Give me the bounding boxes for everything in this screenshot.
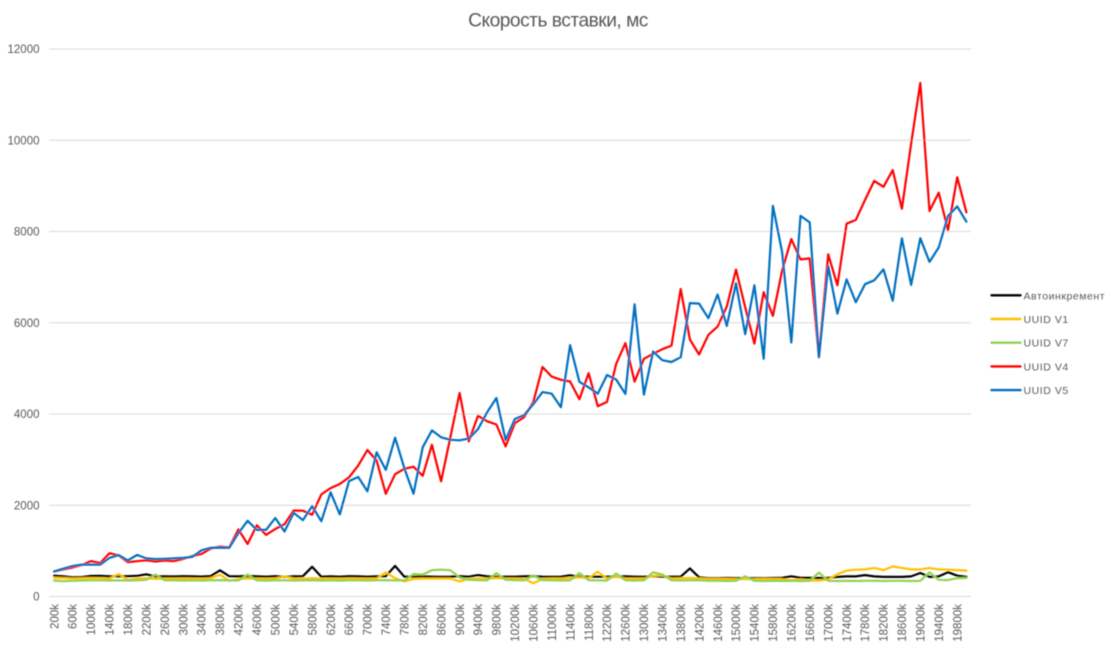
svg-text:14200k: 14200k [694,604,706,642]
svg-text:3800k: 3800k [215,604,227,636]
svg-text:10000: 10000 [8,135,40,147]
svg-text:15400k: 15400k [750,604,762,642]
svg-text:2600k: 2600k [160,604,172,636]
svg-text:UUID V1: UUID V1 [1024,314,1069,326]
svg-text:7000k: 7000k [363,604,375,636]
svg-text:15800k: 15800k [768,604,780,642]
svg-text:5000k: 5000k [271,604,283,636]
svg-text:11000k: 11000k [547,604,559,641]
svg-text:3000k: 3000k [178,604,190,636]
svg-text:13400k: 13400k [658,604,670,642]
svg-text:16600k: 16600k [805,604,817,642]
svg-text:200k: 200k [49,604,61,629]
svg-text:17800k: 17800k [860,604,872,642]
svg-text:3400k: 3400k [197,604,209,636]
svg-text:0: 0 [33,592,39,604]
svg-text:13800k: 13800k [676,604,688,642]
svg-text:5400k: 5400k [289,604,301,636]
svg-text:Автоинкремент: Автоинкремент [1024,290,1106,302]
svg-text:9400k: 9400k [473,604,485,636]
svg-text:19400k: 19400k [934,604,946,642]
svg-text:4200k: 4200k [234,604,246,636]
svg-text:10200k: 10200k [510,604,522,642]
svg-text:17400k: 17400k [842,604,854,642]
svg-text:17000k: 17000k [823,604,835,642]
svg-text:6000: 6000 [14,318,40,330]
svg-text:12600k: 12600k [621,604,633,642]
svg-text:8600k: 8600k [436,604,448,636]
svg-text:6200k: 6200k [326,604,338,636]
svg-text:UUID V4: UUID V4 [1024,361,1069,373]
svg-text:12000: 12000 [8,44,40,56]
svg-text:14600k: 14600k [713,604,725,642]
svg-text:19800k: 19800k [952,604,964,642]
svg-text:600k: 600k [68,604,80,629]
svg-text:13000k: 13000k [639,604,651,642]
svg-text:Скорость вставки, мс: Скорость вставки, мс [468,11,649,32]
svg-text:9800k: 9800k [492,604,504,636]
svg-text:9000k: 9000k [455,604,467,636]
svg-text:1400k: 1400k [105,604,117,636]
svg-text:10600k: 10600k [529,604,541,642]
svg-text:8200k: 8200k [418,604,430,636]
svg-text:7800k: 7800k [400,604,412,636]
svg-text:1800k: 1800k [123,604,135,636]
svg-text:11800k: 11800k [584,604,596,641]
svg-text:4000: 4000 [14,409,40,421]
svg-text:15000k: 15000k [731,604,743,642]
svg-text:19000k: 19000k [916,604,928,642]
svg-text:7400k: 7400k [381,604,393,636]
svg-text:12200k: 12200k [602,604,614,642]
svg-text:UUID V5: UUID V5 [1024,385,1069,397]
svg-text:6600k: 6600k [344,604,356,636]
svg-text:16200k: 16200k [787,604,799,642]
svg-text:8000: 8000 [14,227,40,239]
svg-text:4600k: 4600k [252,604,264,636]
svg-text:18200k: 18200k [879,604,891,642]
svg-text:2200k: 2200k [141,604,153,636]
svg-text:11400k: 11400k [565,604,577,641]
svg-text:5800k: 5800k [307,604,319,636]
svg-text:18600k: 18600k [897,604,909,642]
svg-text:2000: 2000 [14,500,40,512]
svg-text:UUID V7: UUID V7 [1024,338,1069,350]
svg-text:1000k: 1000k [86,604,98,636]
